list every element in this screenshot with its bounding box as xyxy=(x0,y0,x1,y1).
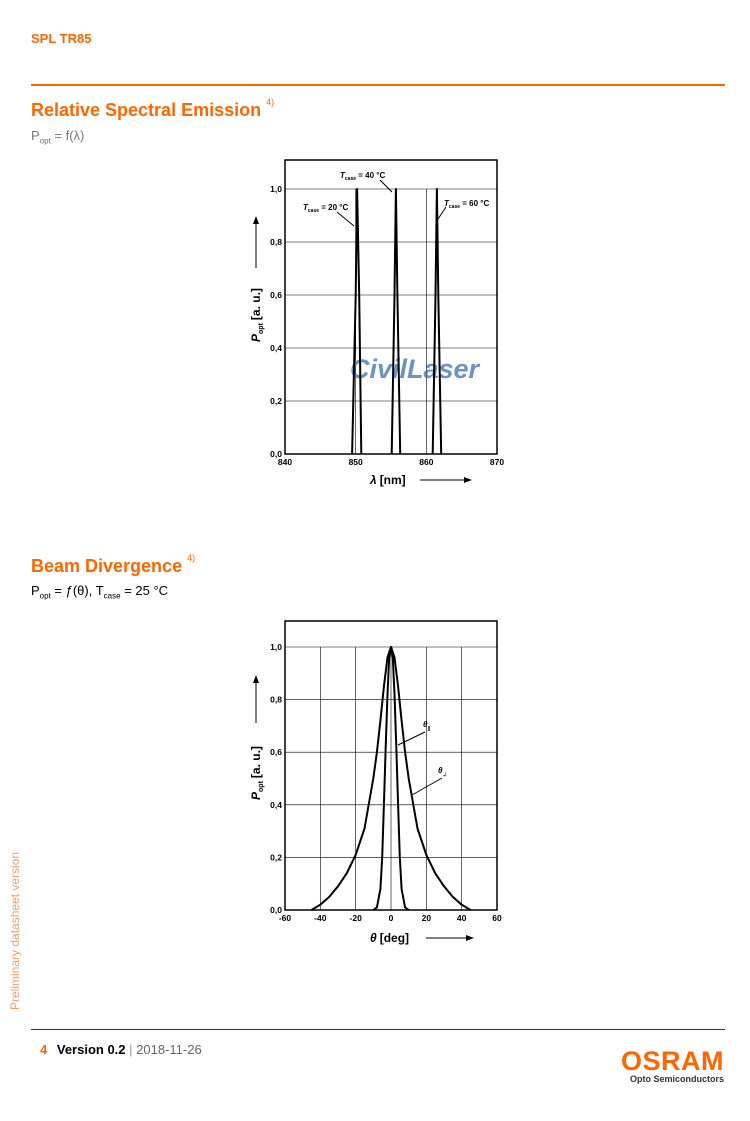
footer-separator: | xyxy=(129,1042,133,1057)
x-tick-label: -20 xyxy=(350,913,363,923)
x-tick-label: 20 xyxy=(422,913,432,923)
y-tick-labels: 0,0 0,2 0,4 0,6 0,8 1,0 xyxy=(270,642,282,915)
series-label-text: Tcase = 60 °C xyxy=(444,199,489,210)
arrow-head xyxy=(253,675,259,683)
page-number: 4 xyxy=(40,1042,48,1057)
header-rule xyxy=(31,84,725,86)
preliminary-side-note: Preliminary datasheet version xyxy=(8,851,22,1010)
y-axis-label: Popt[a. u.] xyxy=(249,675,265,800)
plot-frame xyxy=(284,159,498,455)
page-footer: 4 Version 0.2 | 2018-11-26 xyxy=(40,1042,202,1057)
footnote-marker: 4) xyxy=(266,97,275,107)
section-title-text: Beam Divergence xyxy=(31,556,183,576)
series-line-1 xyxy=(310,646,472,911)
watermark: CivilLaser xyxy=(350,354,481,384)
osram-logo: OSRAM Opto Semiconductors xyxy=(621,1046,724,1085)
beam-divergence-chart: 0,00,20,40,60,81,0 -60 -40 -20 0 20 40 60 θ|| … xyxy=(249,620,502,945)
section-title-text: Relative Spectral Emission xyxy=(31,100,262,120)
series-label-text: θ⊥ xyxy=(438,766,447,778)
formula-rest: = f(λ) xyxy=(50,128,85,143)
series-label-text: Tcase = 40 °C xyxy=(340,171,385,182)
x-axis-title: θ [deg] xyxy=(370,931,409,945)
series-label-perpendicular: θ⊥ xyxy=(411,766,447,796)
x-tick-label: 870 xyxy=(490,457,504,467)
series-label-60: Tcase = 60 °C xyxy=(435,199,489,223)
x-tick-label: 850 xyxy=(349,457,363,467)
arrow-head xyxy=(466,935,474,941)
y-tick-label: 0,8 xyxy=(270,695,282,705)
section-title-spectral: Relative Spectral Emission 4) xyxy=(31,97,275,121)
leader-line xyxy=(435,206,447,223)
footer-rule xyxy=(31,1029,725,1030)
formula-subscript: opt xyxy=(39,136,51,146)
formula-mid: = ƒ(θ), T xyxy=(50,583,104,598)
formula-beam: Popt = ƒ(θ), Tcase = 25 °C xyxy=(31,583,168,601)
y-tick-label: 0,4 xyxy=(270,343,282,353)
y-tick-label: 0,4 xyxy=(270,800,282,810)
x-axis-label: λ [nm] xyxy=(369,473,472,487)
arrow-head xyxy=(464,477,472,483)
series-group xyxy=(310,646,472,911)
chart-grid xyxy=(284,188,498,455)
x-tick-label: -40 xyxy=(314,913,327,923)
series-label-parallel: θ|| xyxy=(397,720,431,746)
y-tick-label: 1,0 xyxy=(270,642,282,652)
x-axis-label: θ [deg] xyxy=(370,931,474,945)
x-tick-labels: 840 850 860 870 xyxy=(278,457,504,467)
section-title-beam: Beam Divergence 4) xyxy=(31,553,196,577)
formula-symbol: P xyxy=(31,128,40,143)
version-label: Version 0.2 xyxy=(56,1042,126,1057)
y-tick-labels: 0,0 0,2 0,4 0,6 0,8 1,0 xyxy=(270,184,282,459)
y-tick-label: 0,6 xyxy=(270,747,282,757)
series-line-2 xyxy=(431,188,443,455)
series-label-40: Tcase = 40 °C xyxy=(340,171,393,193)
leader-line xyxy=(411,777,443,796)
y-tick-label: 0,0 xyxy=(270,905,282,915)
x-tick-label: 840 xyxy=(278,457,292,467)
y-tick-label: 1,0 xyxy=(270,184,282,194)
x-tick-label: 860 xyxy=(419,457,433,467)
series-line-0 xyxy=(351,188,363,455)
leader-line xyxy=(397,731,426,746)
formula-subscript: case xyxy=(103,591,121,601)
footnote-marker: 4) xyxy=(187,553,196,563)
leader-line xyxy=(336,211,355,227)
x-tick-label: -60 xyxy=(279,913,292,923)
y-axis-label: Popt[a. u.] xyxy=(249,216,265,342)
formula-rest: = 25 °C xyxy=(120,583,169,598)
logo-wordmark: OSRAM xyxy=(621,1046,724,1076)
x-tick-label: 60 xyxy=(492,913,502,923)
y-axis-title: Popt[a. u.] xyxy=(249,288,265,342)
y-tick-label: 0,2 xyxy=(270,396,282,406)
document-header-product: SPL TR85 xyxy=(31,31,92,46)
spectral-emission-chart: 0,0 0,2 0,4 0,6 0,8 1,0 840 850 860 870 CivilLas… xyxy=(249,159,504,487)
formula-spectral: Popt = f(λ) xyxy=(31,128,84,146)
x-tick-labels: -60 -40 -20 0 20 40 60 xyxy=(279,913,502,923)
series-label-text: θ|| xyxy=(423,720,431,732)
series-label-text: Tcase = 20 °C xyxy=(303,203,348,214)
y-tick-label: 0,8 xyxy=(270,237,282,247)
x-tick-label: 40 xyxy=(457,913,467,923)
x-axis-title: λ [nm] xyxy=(369,473,406,487)
formula-subscript: opt xyxy=(39,591,51,601)
series-label-20: Tcase = 20 °C xyxy=(303,203,355,227)
y-axis-title: Popt[a. u.] xyxy=(249,746,265,800)
formula-symbol: P xyxy=(31,583,40,598)
footer-date: 2018-11-26 xyxy=(136,1042,202,1057)
x-tick-label: 0 xyxy=(389,913,394,923)
plot-frame xyxy=(284,620,498,911)
y-tick-label: 0,0 xyxy=(270,449,282,459)
leader-line xyxy=(379,179,393,193)
chart-grid xyxy=(284,646,498,911)
series-group xyxy=(351,188,443,455)
y-tick-label: 0,2 xyxy=(270,852,282,862)
arrow-head xyxy=(253,216,259,224)
y-tick-label: 0,6 xyxy=(270,290,282,300)
series-line-1 xyxy=(390,188,402,455)
logo-subtitle: Opto Semiconductors xyxy=(629,1074,724,1084)
